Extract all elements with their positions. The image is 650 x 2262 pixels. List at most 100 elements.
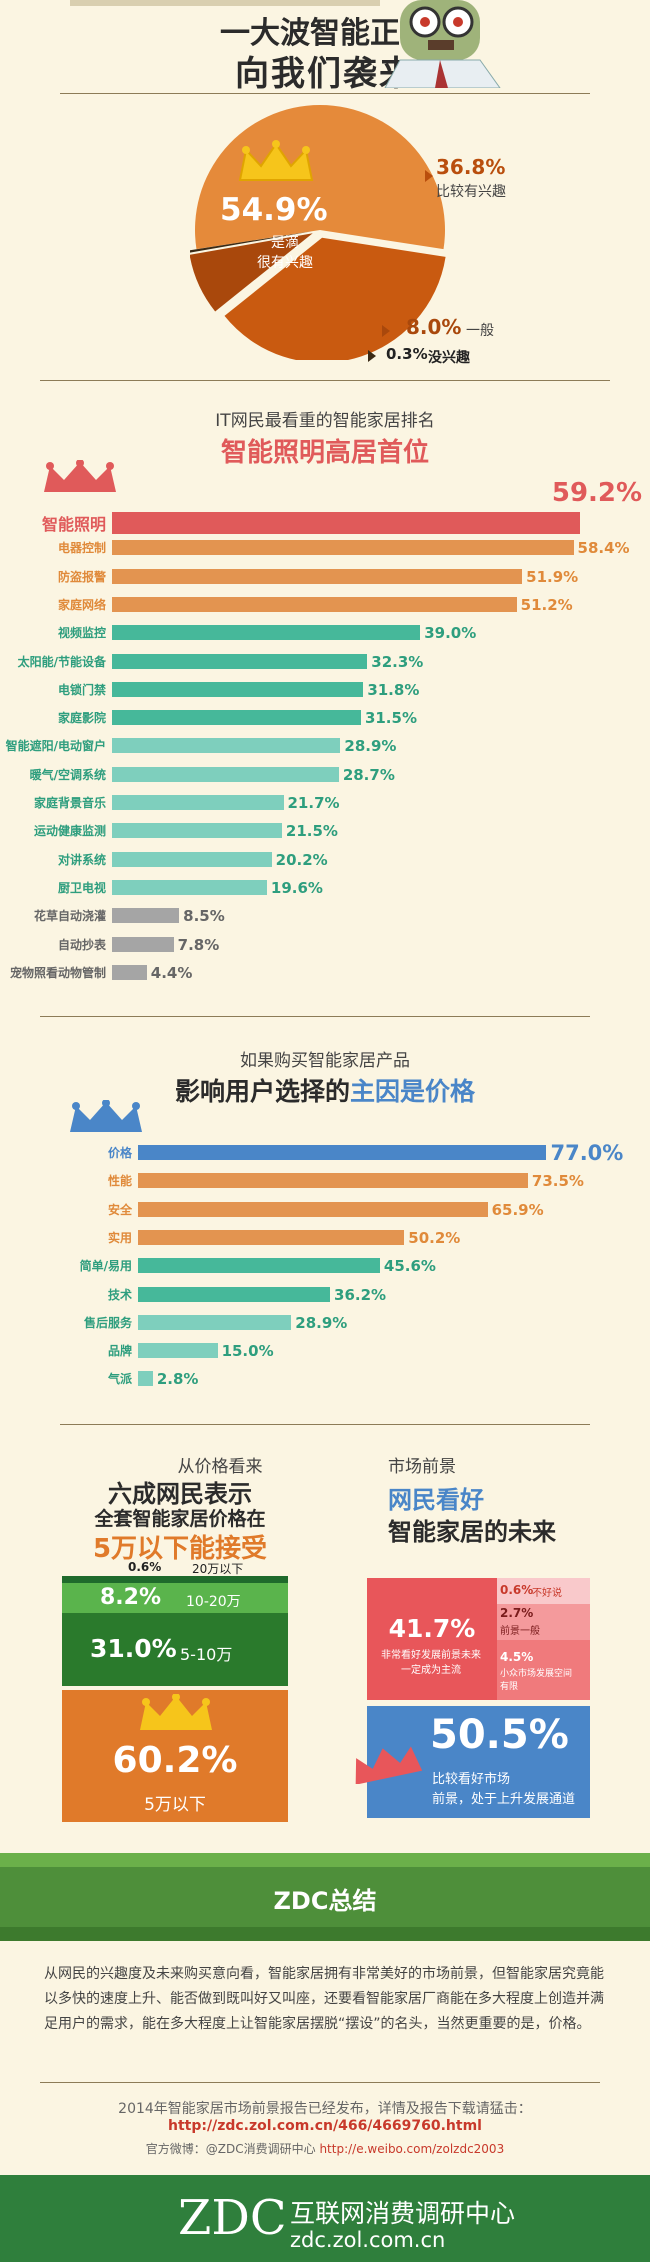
bar — [112, 823, 282, 839]
pie-main-label1: 是滴 — [271, 235, 299, 251]
bar — [112, 879, 267, 895]
grass-texture — [0, 1853, 650, 1941]
bar-label: 对讲系统 — [57, 852, 106, 867]
bar — [112, 710, 361, 726]
bar-value-label: 39.0% — [424, 624, 477, 643]
bar-value-label: 58.4% — [577, 539, 630, 558]
pie-s4-pct: 0.3% — [386, 345, 428, 363]
future-c3-label: 小众市场发展空间有限 — [500, 1669, 573, 1692]
bar-label: 价格 — [107, 1146, 132, 1160]
bar-label: 电锁门禁 — [57, 682, 106, 697]
bar-label: 实用 — [107, 1230, 132, 1245]
future-c1-box — [497, 1578, 590, 1604]
weibo-link[interactable]: http://e.weibo.com/zolzdc2003 — [319, 2142, 505, 2156]
bar — [112, 540, 574, 556]
bar-value-label: 51.2% — [520, 595, 573, 614]
bar — [112, 936, 174, 952]
pie-s2-pct: 36.8% — [436, 155, 506, 179]
bar — [112, 625, 421, 641]
bar-value-label: 50.2% — [408, 1228, 461, 1247]
price-factor-bar-chart: 价格 77.0% 性能 73.5% 安全 65.9% 实用 50.2% 简单/易用 45.6% 技术… — [0, 1140, 650, 1405]
header-divider — [60, 93, 590, 94]
interest-pie-chart — [190, 105, 446, 360]
bar-label: 太阳能/节能设备 — [17, 654, 106, 669]
bar-value-label: 4.4% — [150, 963, 193, 982]
bar-label: 售后服务 — [83, 1315, 132, 1330]
crown-icon — [355, 1746, 423, 1784]
section-divider — [60, 1424, 590, 1425]
future-h2: 网民看好 — [388, 1486, 484, 1514]
seg-top-bar — [62, 1576, 288, 1583]
bar-value-label: 36.2% — [334, 1285, 387, 1304]
crown-icon — [70, 1100, 142, 1132]
pie-main-label2: 很有兴趣 — [257, 255, 313, 271]
crown-icon — [238, 140, 314, 181]
footer-bar — [0, 2175, 650, 2262]
seg-4-pct: 60.2% — [112, 1740, 238, 1781]
pie-slice-2 — [224, 237, 446, 360]
bar — [138, 1343, 218, 1359]
bar-label: 智能照明 — [41, 515, 106, 534]
price-title-accent: 主因是价格 — [350, 1077, 476, 1106]
bar-value-label: 59.2% — [551, 478, 643, 508]
footer-domain: zdc.zol.com.cn — [290, 2228, 446, 2252]
future-c2-pct: 2.7% — [500, 1606, 534, 1620]
footer-logo: ZDC — [178, 2190, 287, 2246]
crown-icon — [140, 1694, 212, 1730]
bar — [138, 1286, 331, 1302]
bar-label: 电器控制 — [57, 541, 106, 556]
bar — [112, 964, 147, 980]
price-title: 影响用户选择的主因是价格 — [0, 1072, 650, 1108]
bar-label: 防盗报警 — [57, 569, 106, 584]
price-subtitle: 如果购买智能家居产品 — [240, 1051, 410, 1071]
bar — [112, 795, 284, 810]
bar-label: 自动抄表 — [57, 937, 106, 952]
bar — [112, 596, 517, 612]
bar-label: 家庭背景音乐 — [33, 796, 106, 810]
future-c1-pct: 0.6% — [500, 1583, 534, 1597]
seg-2-box — [62, 1583, 288, 1613]
future-bottom-label2: 前景，处于上升发展通道 — [432, 1792, 576, 1807]
pie-s3-pct: 8.0% — [406, 315, 462, 339]
bar-value-label: 51.9% — [526, 567, 579, 586]
future-c2-box — [497, 1604, 590, 1640]
bar — [138, 1258, 380, 1274]
bar-value-label: 8.5% — [183, 907, 225, 926]
bar-label: 厨卫电视 — [57, 880, 106, 895]
bar-label: 智能遮阳/电动窗户 — [5, 739, 106, 754]
bar-value-label: 73.5% — [531, 1172, 584, 1191]
seg-top-pct: 0.6% — [128, 1560, 162, 1574]
bar-value-label: 32.3% — [371, 652, 424, 671]
bar — [138, 1314, 292, 1330]
seg-3-box — [62, 1613, 288, 1686]
future-c2-label: 前景一般 — [500, 1626, 540, 1637]
header-strip — [70, 0, 380, 6]
callout-arrow-icon — [368, 350, 376, 362]
bar-value-label: 7.8% — [177, 935, 220, 954]
bar-value-label: 31.5% — [364, 709, 417, 728]
bar-label: 运动健康监测 — [33, 824, 106, 839]
pie-slice-3 — [190, 233, 313, 312]
bar — [112, 681, 364, 697]
summary-body: 从网民的兴趣度及未来购买意向看，智能家居拥有非常美好的市场前景，但智能家居究竟能… — [44, 1966, 604, 2032]
bar — [138, 1173, 528, 1189]
bar-value-label: 19.6% — [270, 878, 323, 897]
report-link[interactable]: http://zdc.zol.com.cn/466/4669760.html — [168, 2118, 482, 2134]
seg-4-label: 5万以下 — [144, 1795, 206, 1815]
ranking-bar-chart: 智能照明 59.2% 电器控制 58.4% 防盗报警 51.9% 家庭网络 51.2% 视频监控… — [0, 470, 650, 1000]
bar — [138, 1371, 153, 1387]
bar — [138, 1201, 488, 1217]
future-h1: 市场前景 — [388, 1457, 456, 1477]
pie-s3-label: 一般 — [466, 323, 494, 339]
price-view-h1: 从价格看来 — [177, 1457, 263, 1477]
bar — [112, 568, 523, 584]
bar-value-label: 2.8% — [156, 1370, 199, 1389]
bar-value-label: 45.6% — [383, 1257, 436, 1276]
price-title-plain: 影响用户选择的 — [174, 1077, 350, 1106]
weibo-prefix: 官方微博：@ZDC消费调研中心 — [145, 2142, 316, 2156]
future-big-label: 非常看好发展前景未来一定成为主流 — [381, 1650, 481, 1676]
zombie-scientist-illustration — [384, 0, 501, 88]
future-big-pct: 41.7% — [388, 1614, 476, 1643]
bar — [112, 512, 580, 534]
future-c1-label: 不好说 — [532, 1588, 562, 1599]
